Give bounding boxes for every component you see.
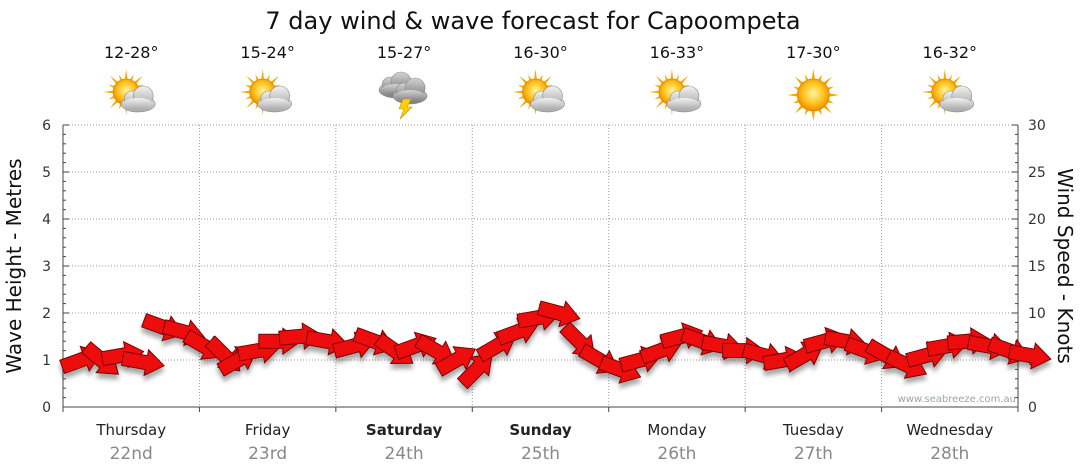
axes-layer: 0123456051015202530	[42, 118, 1046, 416]
temperature-label: 15-27°	[377, 43, 432, 62]
day-date-label: 28th	[930, 444, 969, 464]
right-tick-label: 15	[1028, 259, 1046, 275]
weather-icon-sun-cloud	[512, 69, 565, 115]
day-name-label: Thursday	[95, 421, 166, 439]
temperature-label: 12-28°	[104, 43, 159, 62]
day-date-label: 22nd	[110, 444, 153, 464]
day-name-label: Sunday	[509, 421, 572, 439]
wind-arrow	[434, 346, 476, 377]
temperature-label: 16-33°	[650, 43, 705, 62]
sun-ray	[239, 90, 252, 94]
cloud-shape	[120, 85, 156, 113]
sun-ray	[811, 69, 816, 81]
sun-ray	[648, 90, 661, 94]
right-tick-label: 10	[1028, 306, 1046, 322]
day-name-label: Friday	[245, 421, 291, 439]
temperature-label: 16-30°	[513, 43, 568, 62]
day-name-label: Saturday	[366, 421, 443, 439]
wind-arrows-layer	[59, 300, 1052, 390]
temperature-label: 16-32°	[923, 43, 978, 62]
left-axis-title: Wave Height - Metres	[2, 158, 26, 373]
cloud-shape	[392, 77, 428, 105]
sun-disc	[796, 78, 830, 112]
day-date-label: 23rd	[248, 444, 287, 464]
day-date-label: 26th	[657, 444, 696, 464]
day-forecast-header: 12-28° 15-24° 15-27° 16-30° 16-33° 17-30° 16-3…	[103, 43, 977, 121]
sun-ray	[124, 69, 128, 81]
left-tick-label: 1	[42, 353, 51, 369]
day-name-label: Wednesday	[906, 421, 993, 439]
day-date-label: 27th	[794, 444, 833, 464]
sun-ray	[261, 69, 265, 81]
right-tick-label: 30	[1028, 118, 1046, 134]
sun-ray	[787, 93, 800, 97]
chart-title: 7 day wind & wave forecast for Capoompet…	[265, 7, 800, 35]
sun-ray	[103, 90, 115, 94]
sun-ray	[827, 93, 840, 97]
day-name-label: Monday	[647, 421, 706, 439]
sun-ray	[533, 69, 538, 81]
temperature-label: 17-30°	[786, 43, 841, 62]
weather-icon-sun-cloud	[921, 69, 975, 115]
right-axis-title: Wind Speed - Knots	[1053, 168, 1077, 364]
weather-icon-sun-cloud	[648, 69, 702, 115]
right-tick-label: 0	[1028, 400, 1037, 416]
wind-arrow	[120, 348, 165, 377]
cloud-shape	[939, 85, 975, 113]
right-tick-label: 25	[1028, 165, 1046, 181]
x-axis-day-labels: Thursday 22nd Friday 23rd Saturday 24th Sunday…	[95, 421, 993, 464]
sun-ray	[670, 69, 674, 81]
day-date-label: 25th	[521, 444, 560, 464]
left-tick-label: 0	[42, 400, 51, 416]
sun-ray	[811, 109, 816, 121]
sun-ray	[921, 90, 934, 94]
credit-text: www.seabreeze.com.au	[898, 394, 1016, 405]
left-tick-label: 2	[42, 306, 51, 322]
weather-icon-sun	[787, 69, 840, 121]
left-tick-label: 6	[42, 118, 51, 134]
cloud-shape	[257, 85, 292, 113]
grid-layer	[63, 124, 1018, 408]
weather-icon-sun-cloud	[103, 69, 156, 115]
sun-ray	[943, 69, 947, 81]
left-tick-label: 3	[42, 259, 51, 275]
cloud-shape	[666, 85, 702, 113]
wind-arrow	[456, 353, 493, 390]
right-tick-label: 20	[1028, 212, 1046, 228]
cloud-shape	[530, 85, 565, 113]
weather-icon-storm	[378, 71, 428, 120]
left-tick-label: 5	[42, 165, 51, 181]
day-date-label: 24th	[385, 444, 424, 464]
day-name-label: Tuesday	[782, 421, 844, 439]
left-tick-label: 4	[42, 212, 51, 228]
weather-icon-sun-cloud	[239, 69, 292, 115]
temperature-label: 15-24°	[240, 43, 295, 62]
sun-ray	[512, 90, 524, 94]
wind-arrow	[1007, 342, 1052, 370]
lightning-bolt	[398, 98, 413, 120]
